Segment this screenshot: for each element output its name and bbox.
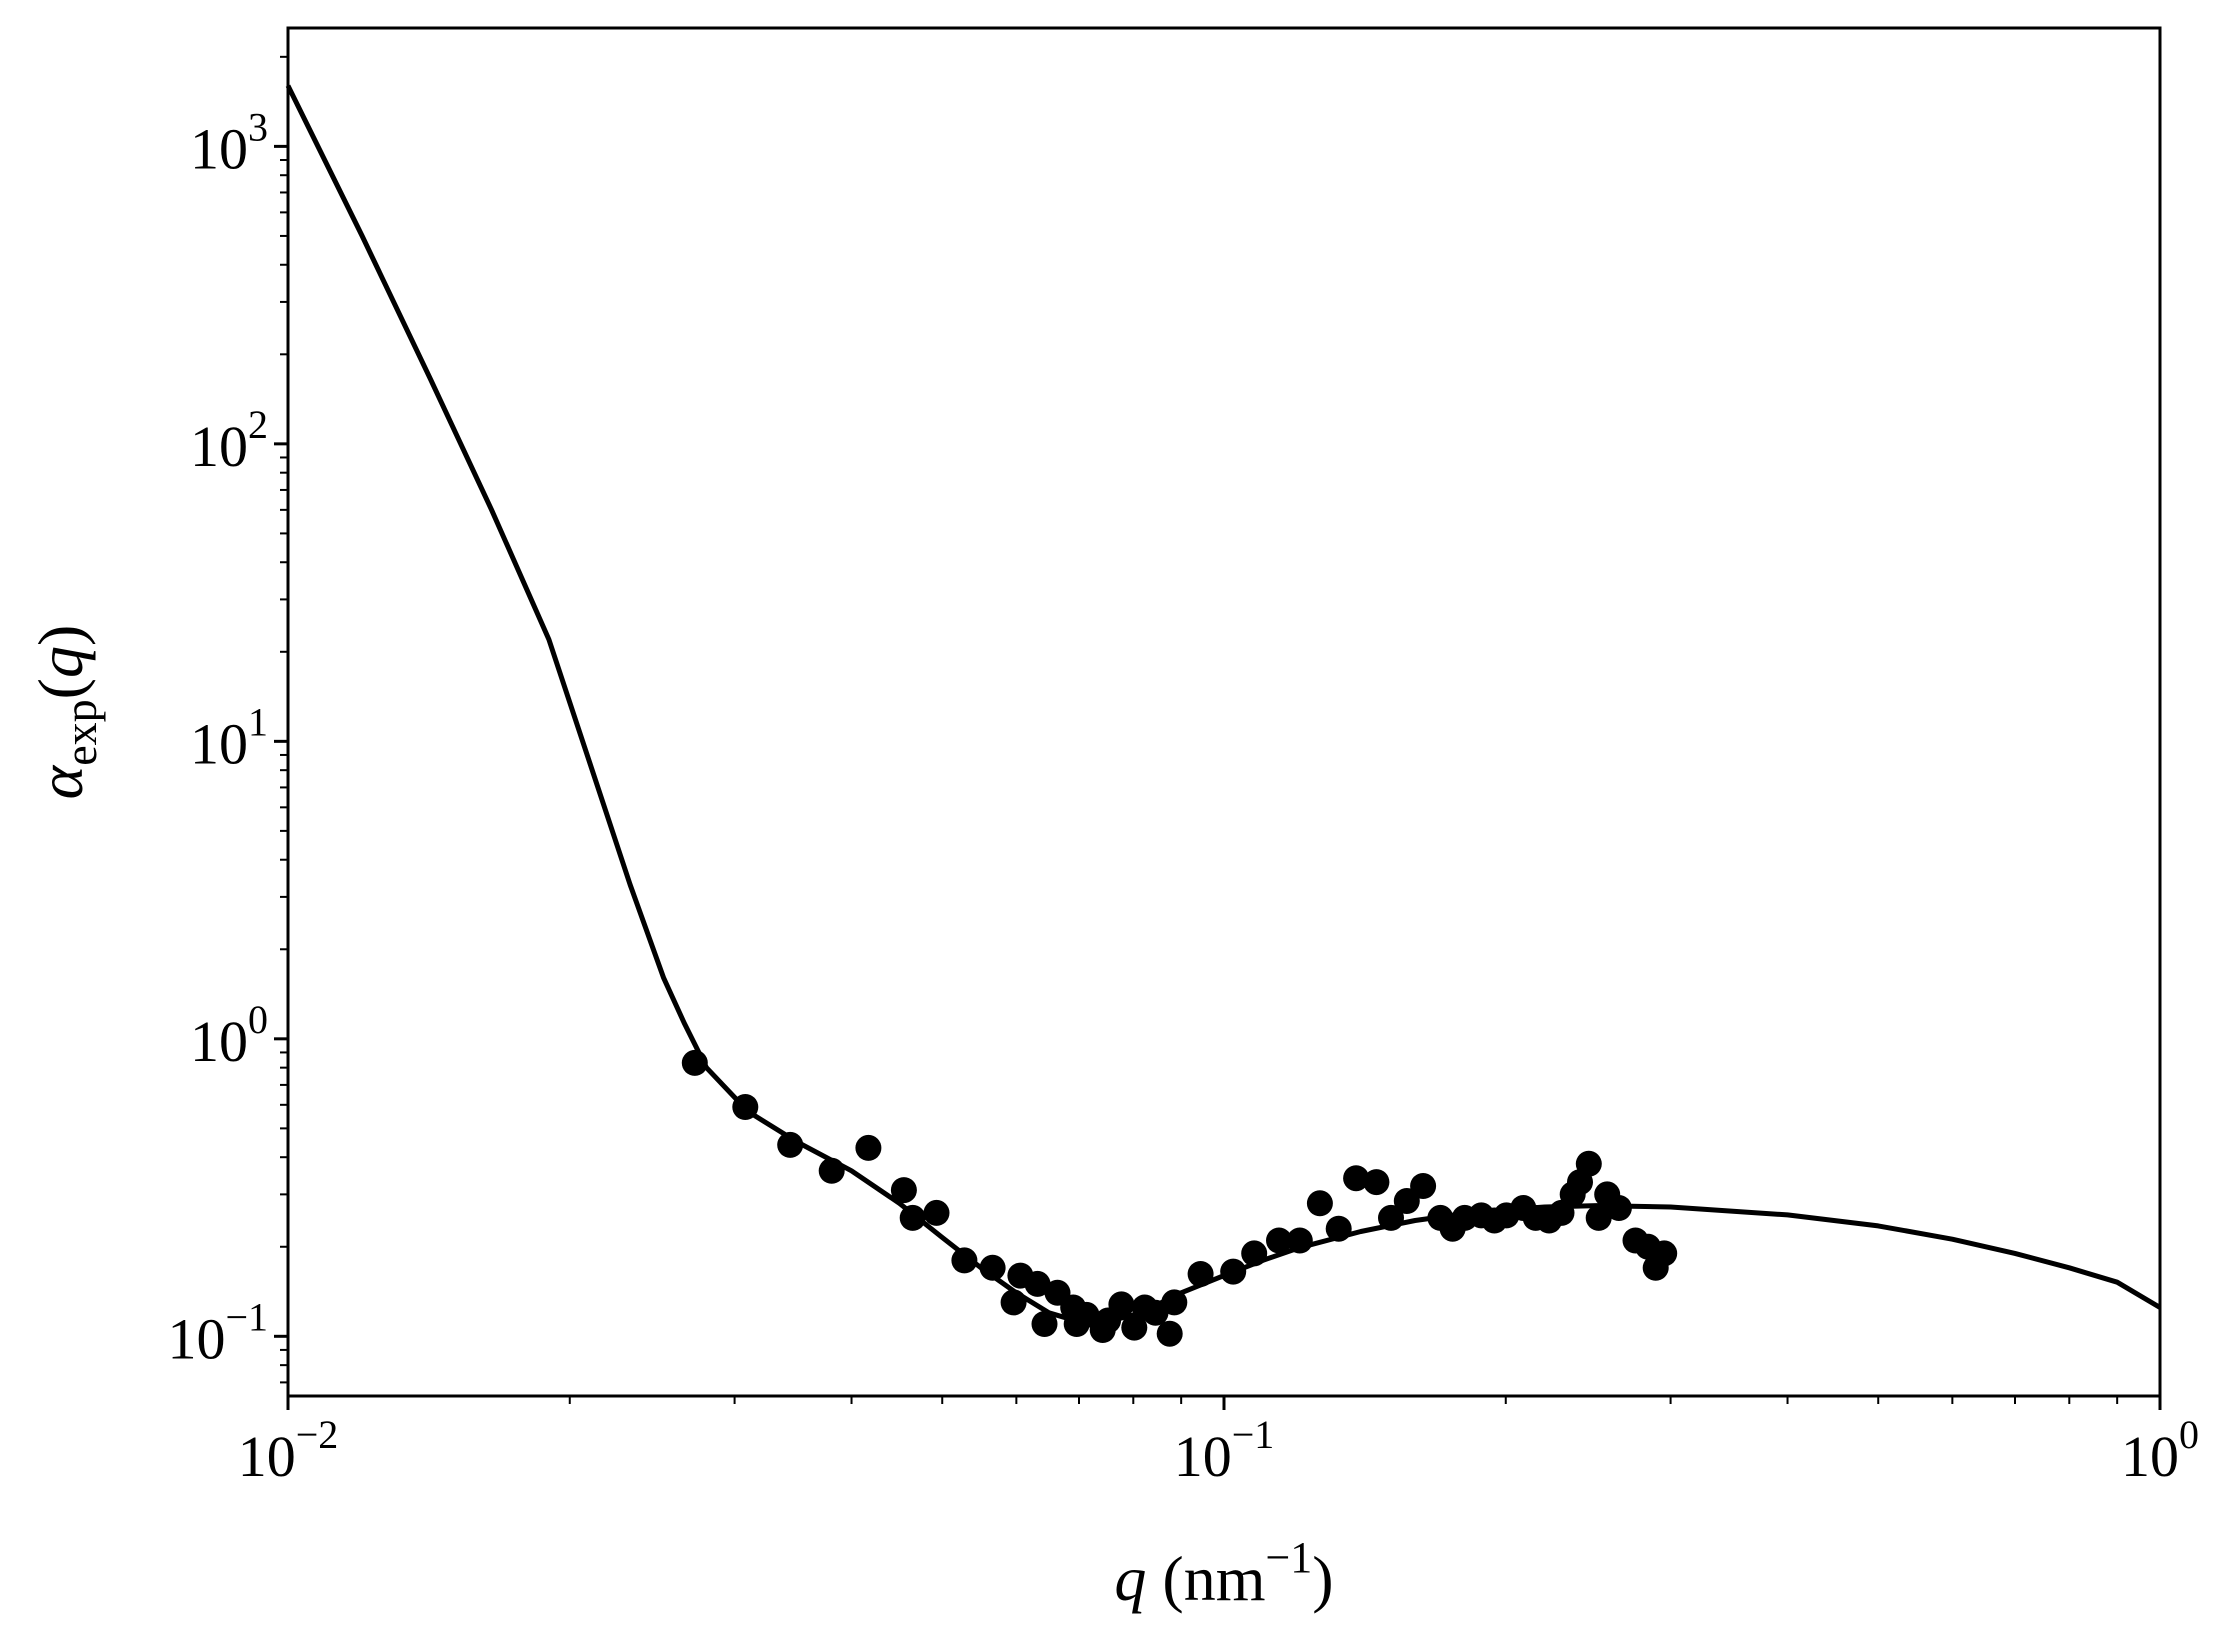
y-axis-label-open: ( xyxy=(25,678,96,699)
data-point xyxy=(1575,1150,1602,1177)
data-point xyxy=(1220,1258,1247,1285)
data-point xyxy=(979,1254,1006,1281)
data-points xyxy=(681,1049,1678,1347)
y-tick-label: 103 xyxy=(190,104,268,181)
y-tick-label-base: 10 xyxy=(190,1009,248,1074)
data-point xyxy=(1410,1173,1437,1199)
x-tick-label: 10−2 xyxy=(238,1412,339,1489)
data-point xyxy=(899,1204,926,1231)
data-point xyxy=(1363,1169,1390,1196)
x-tick-label-base: 10 xyxy=(238,1424,296,1489)
x-tick-label-exponent: 0 xyxy=(2179,1412,2199,1457)
y-tick-label-base: 10 xyxy=(190,711,248,776)
y-axis-label-sub: exp xyxy=(55,699,106,765)
data-point xyxy=(1306,1190,1333,1217)
x-tick-label-base: 10 xyxy=(1174,1424,1232,1489)
y-tick-label: 101 xyxy=(190,699,268,776)
x-tick-label-exponent: −1 xyxy=(1232,1412,1275,1457)
y-tick-label: 100 xyxy=(190,997,268,1074)
y-tick-label-base: 10 xyxy=(190,414,248,479)
data-point xyxy=(1605,1195,1632,1221)
data-point xyxy=(1286,1227,1313,1254)
data-point xyxy=(951,1247,978,1274)
data-point xyxy=(855,1134,882,1161)
y-tick-label-exponent: 2 xyxy=(248,402,268,447)
data-point xyxy=(1108,1291,1135,1318)
data-point xyxy=(681,1049,708,1076)
y-tick-label-base: 10 xyxy=(167,1306,225,1371)
x-axis-label-unit: (nm xyxy=(1146,1543,1265,1614)
plot-frame xyxy=(286,26,2162,1398)
data-point xyxy=(1031,1311,1058,1337)
data-point xyxy=(1000,1289,1027,1316)
x-axis-label-unit-close: ) xyxy=(1312,1543,1333,1614)
x-tick-label: 100 xyxy=(2121,1412,2199,1489)
data-point xyxy=(1343,1165,1370,1192)
x-axis-label-unit-exp: −1 xyxy=(1265,1533,1312,1582)
data-point xyxy=(923,1199,950,1226)
y-axis-label-var: q xyxy=(25,646,96,678)
x-axis-label: q (nm−1) xyxy=(1114,1533,1333,1614)
x-tick-label-base: 10 xyxy=(2121,1424,2179,1489)
y-tick-label-exponent: 1 xyxy=(248,699,268,744)
data-point xyxy=(1378,1204,1404,1231)
x-tick-label-exponent: −2 xyxy=(296,1412,339,1457)
data-point xyxy=(1651,1240,1678,1267)
data-point xyxy=(1161,1289,1188,1316)
y-tick-label-exponent: 0 xyxy=(248,997,268,1042)
data-point xyxy=(1024,1270,1051,1297)
y-tick-label-base: 10 xyxy=(190,116,248,181)
data-point xyxy=(890,1177,917,1204)
data-point xyxy=(1266,1227,1292,1254)
y-tick-label-exponent: 3 xyxy=(248,104,268,149)
data-point xyxy=(777,1131,804,1158)
x-axis-label-var: q xyxy=(1114,1543,1146,1614)
data-point xyxy=(1241,1240,1268,1267)
y-axis-label-base: α xyxy=(25,764,96,799)
y-axis-label-close: ) xyxy=(25,625,96,646)
data-point xyxy=(1325,1215,1352,1242)
y-tick-label: 10−1 xyxy=(167,1294,268,1371)
data-point xyxy=(1156,1320,1183,1347)
y-axis-label: αexp(q) xyxy=(25,625,106,800)
x-tick-label: 10−1 xyxy=(1174,1412,1275,1489)
data-point xyxy=(1585,1204,1612,1231)
data-point xyxy=(1187,1261,1214,1287)
data-point xyxy=(732,1094,759,1120)
data-point xyxy=(1121,1314,1148,1341)
data-point xyxy=(818,1157,845,1184)
y-tick-label-exponent: −1 xyxy=(225,1294,268,1339)
y-tick-label: 102 xyxy=(190,402,268,479)
